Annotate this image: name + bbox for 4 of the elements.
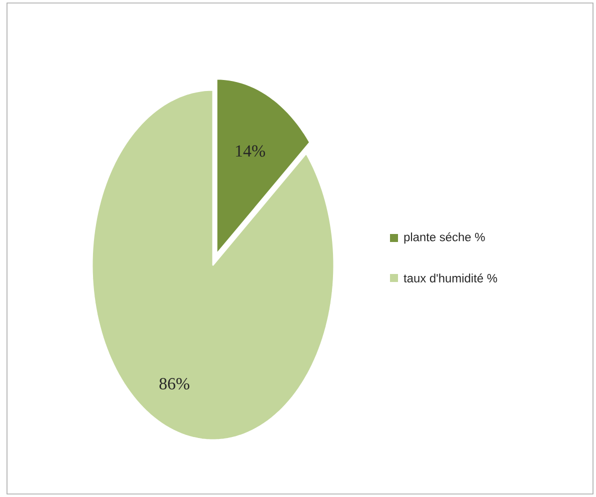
data-label: 14% bbox=[236, 145, 266, 157]
data-label: 86% bbox=[159, 378, 190, 390]
legend-label: plante séche % bbox=[404, 232, 485, 244]
legend-label: taux d'humidité % bbox=[404, 274, 498, 282]
